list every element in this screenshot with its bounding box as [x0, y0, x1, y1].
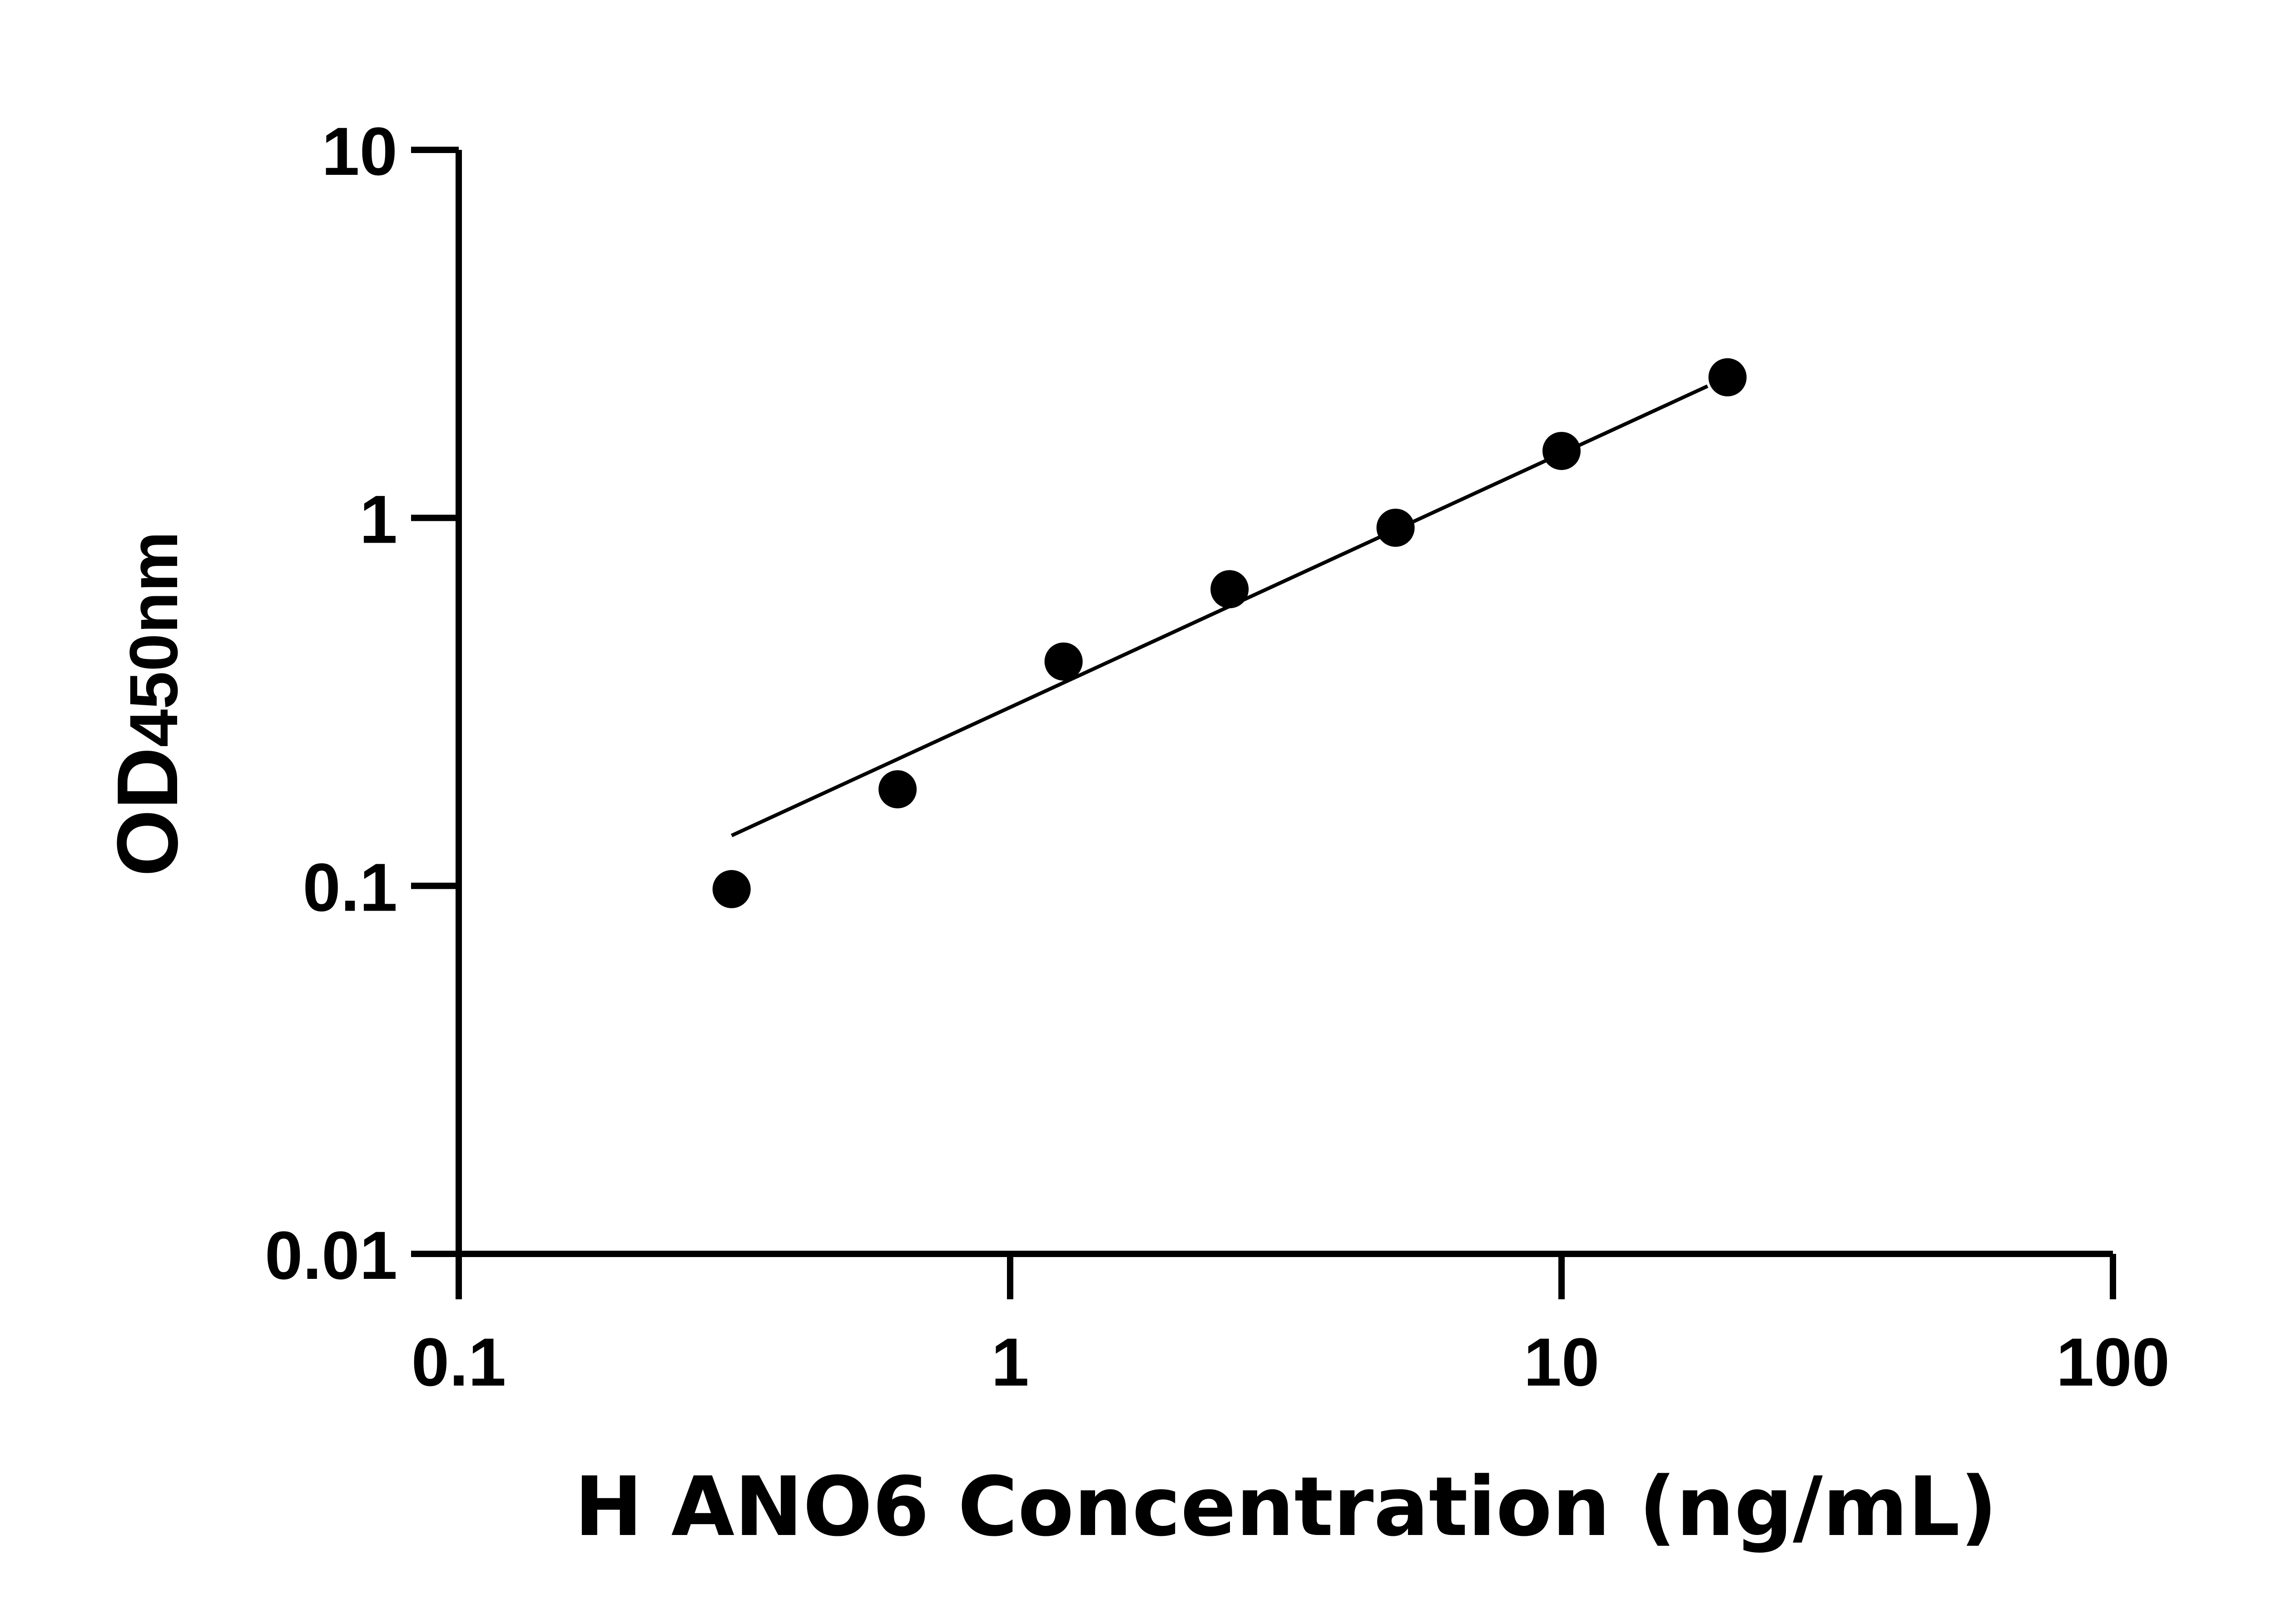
data-point [1044, 642, 1083, 681]
y-axis-title: OD450nm [99, 531, 196, 876]
x-tick-label: 1 [991, 1324, 1029, 1400]
data-marks [712, 358, 1747, 908]
y-tick-label: 1 [360, 481, 397, 557]
y-axis-title-subscript: 450nm [115, 531, 192, 747]
fit-line [731, 384, 1709, 837]
y-tick-label: 0.01 [265, 1217, 397, 1293]
y-tick-label: 10 [322, 113, 397, 189]
data-point [1210, 570, 1249, 609]
data-point [878, 770, 917, 808]
x-tick-label: 100 [2056, 1324, 2170, 1400]
y-axis-title-main: OD [99, 747, 196, 876]
data-point [1376, 509, 1415, 547]
data-point [712, 870, 751, 908]
data-point [1708, 358, 1747, 396]
x-tick-label: 0.1 [412, 1324, 506, 1400]
y-tick-label: 0.1 [302, 849, 397, 926]
axes [456, 150, 2113, 1257]
x-tick-label: 10 [1524, 1324, 1600, 1400]
x-axis-title: H ANO6 Concentration (ng/mL) [574, 1460, 1997, 1555]
data-point [1542, 431, 1581, 470]
